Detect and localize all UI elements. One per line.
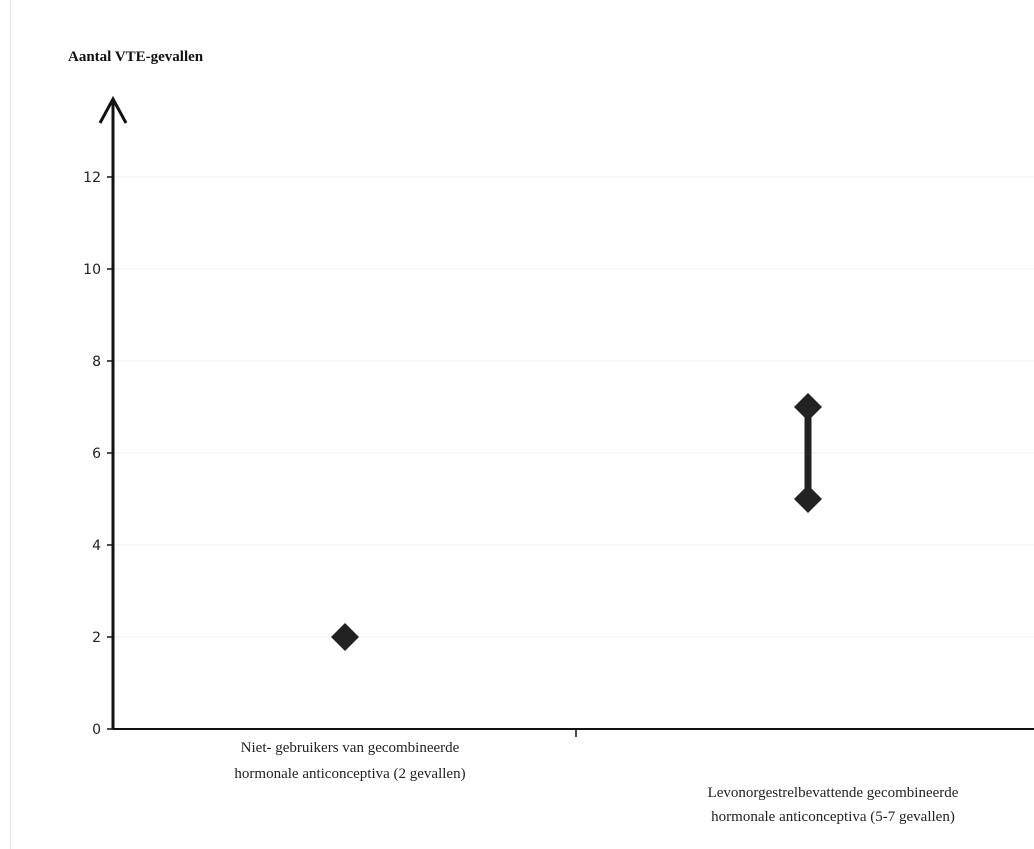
y-tick-label-0: 0 [92,722,101,738]
category-label-2-line-1: Levonorgestrelbevattende gecombineerde [708,785,959,801]
category-label-1-line-2: hormonale anticonceptiva (2 gevallen) [234,766,465,782]
category-label-2-line-2: hormonale anticonceptiva (5-7 gevallen) [711,809,955,825]
chart-frame: Aantal VTE-gevallen 0 2 4 6 8 10 12 Niet- gebr… [10,0,1034,849]
y-axis-title: Aantal VTE-gevallen [68,49,204,65]
y-tick-label-10: 10 [83,262,101,278]
diamond-marker-1-point [331,623,359,651]
gridlines [113,176,1034,638]
y-ticks: 0 2 4 6 8 10 12 [83,170,113,738]
category-label-1-line-1: Niet- gebruikers van gecombineerde [241,740,460,756]
y-tick-label-2: 2 [92,630,101,646]
y-tick-label-8: 8 [92,354,101,370]
y-tick-label-6: 6 [92,446,101,462]
diamond-marker-2-high [794,393,822,421]
y-tick-label-12: 12 [83,170,101,186]
y-axis-arrowhead [98,95,128,124]
diamond-marker-2-low [794,485,822,513]
category-labels: Niet- gebruikers van gecombineerde hormon… [234,740,958,825]
axes: Aantal VTE-gevallen [68,49,1034,737]
data-marks [331,393,822,651]
vte-chart: Aantal VTE-gevallen 0 2 4 6 8 10 12 Niet- gebr… [68,49,1034,825]
y-tick-label-4: 4 [92,538,101,554]
